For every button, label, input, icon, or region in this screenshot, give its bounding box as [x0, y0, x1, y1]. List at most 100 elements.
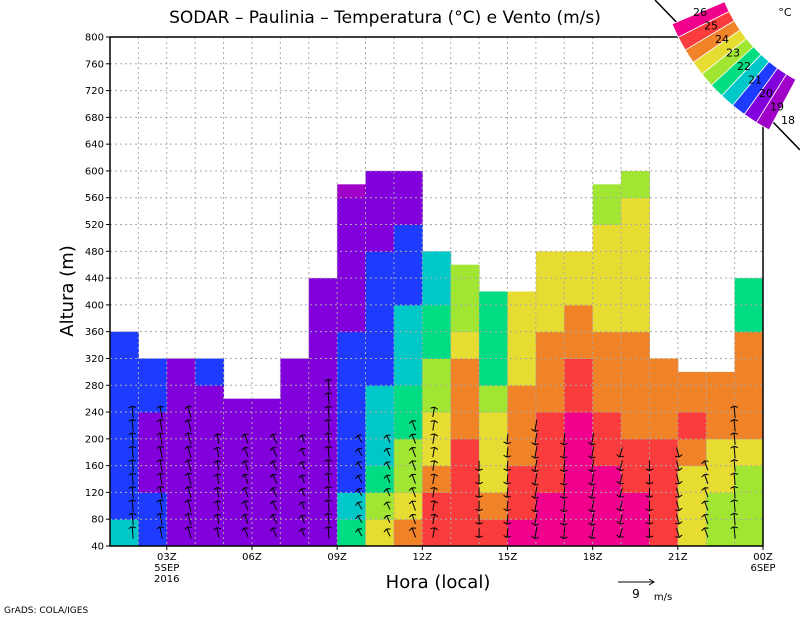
temperature-cell: [621, 170, 650, 199]
temperature-cell: [592, 251, 622, 279]
wind-arrow: [324, 526, 333, 539]
wind-arrow: [269, 487, 278, 498]
temperature-cell: [450, 465, 480, 493]
temperature-cell: [450, 492, 480, 520]
temperature-cell: [734, 331, 764, 359]
temperature-cell: [280, 385, 310, 413]
wind-arrow: [675, 474, 683, 485]
temperature-cell: [393, 224, 423, 252]
temperature-cell: [592, 385, 622, 413]
wind-arrow: [408, 487, 417, 498]
temperature-cell: [479, 331, 508, 359]
plot-frame: [109, 36, 764, 547]
wind-arrow: [616, 460, 624, 471]
temperature-cell: [507, 412, 537, 440]
temperature-cell: [706, 519, 736, 547]
wind-arrow: [355, 501, 363, 510]
temperature-cell: [479, 492, 508, 520]
temperature-cell: [592, 278, 622, 306]
temperature-cell: [166, 519, 196, 547]
wind-arrow: [324, 392, 333, 405]
y-tick-label: 720: [85, 86, 104, 97]
wind-arrow: [269, 460, 278, 471]
wind-arrow: [184, 472, 192, 485]
wind-arrow: [184, 445, 192, 459]
wind-arrow: [156, 472, 165, 486]
y-tick-label: 280: [85, 381, 104, 392]
wind-arrow: [355, 528, 363, 537]
temperature-cell: [649, 465, 679, 493]
temperature-cell: [251, 438, 281, 467]
wind-arrow: [128, 485, 137, 499]
wind-arrow: [560, 473, 568, 486]
temperature-cell: [138, 412, 168, 440]
colorbar-label: 20: [759, 87, 773, 100]
temperature-cell: [422, 278, 452, 306]
temperature-cell: [365, 519, 395, 547]
temperature-cell: [195, 465, 225, 493]
wind-arrow: [241, 527, 249, 538]
wind-arrow: [184, 512, 192, 526]
wind-reference-value: 9: [632, 587, 640, 601]
temperature-cell: [621, 197, 650, 226]
wind-arrow: [128, 405, 137, 419]
colorbar-label: 19: [770, 101, 784, 114]
temperature-cell: [422, 331, 452, 359]
wind-arrow: [269, 514, 278, 524]
wind-arrow: [588, 473, 596, 486]
temperature-cell: [564, 465, 594, 493]
temperature-cell: [706, 492, 736, 520]
temperature-cell: [535, 304, 565, 333]
temperature-cell: [393, 170, 423, 199]
temperature-cell: [535, 385, 565, 413]
wind-arrow: [128, 472, 137, 486]
temperature-cell: [621, 358, 650, 386]
temperature-cell: [592, 331, 622, 359]
wind-arrow: [588, 513, 596, 526]
wind-arrow: [355, 461, 363, 470]
y-tick-label: 120: [85, 488, 104, 499]
wind-arrow: [588, 459, 596, 473]
wind-arrow: [408, 433, 417, 444]
wind-arrow: [241, 514, 249, 525]
wind-arrow: [156, 405, 165, 419]
y-tick-label: 520: [85, 220, 104, 231]
wind-arrow: [430, 433, 439, 444]
temperature-cell: [365, 358, 395, 386]
wind-arrow: [730, 432, 739, 445]
temperature-cell: [393, 304, 423, 333]
wind-arrow: [298, 447, 306, 457]
wind-arrow: [503, 447, 511, 458]
y-tick-label: 600: [85, 166, 104, 177]
x-tick-label: 21Z: [668, 552, 688, 563]
temperature-cell: [734, 465, 764, 493]
temperature-cell: [564, 492, 594, 520]
wind-arrow: [730, 459, 739, 472]
y-tick-label: 560: [85, 193, 104, 204]
wind-arrow: [128, 512, 137, 526]
wind-arrow: [324, 445, 333, 459]
temperature-cell: [308, 492, 338, 520]
wind-arrow: [383, 474, 391, 483]
wind-arrow: [408, 447, 417, 458]
wind-arrow: [430, 406, 439, 418]
wind-arrow: [408, 420, 417, 431]
wind-arrow: [324, 405, 333, 419]
temperature-cell: [450, 331, 480, 359]
temperature-cell: [677, 412, 707, 440]
temperature-cell: [223, 412, 253, 440]
temperature-cell: [535, 331, 565, 359]
temperature-cell: [308, 304, 338, 333]
temperature-cell: [734, 438, 764, 467]
wind-arrow: [645, 500, 654, 512]
temperature-cell: [621, 278, 650, 306]
wind-arrow: [408, 473, 417, 484]
wind-arrow: [324, 485, 333, 499]
temperature-cell: [479, 385, 508, 413]
temperature-cell: [507, 519, 537, 547]
temperature-cell: [308, 438, 338, 467]
temperature-cell: [564, 278, 594, 306]
